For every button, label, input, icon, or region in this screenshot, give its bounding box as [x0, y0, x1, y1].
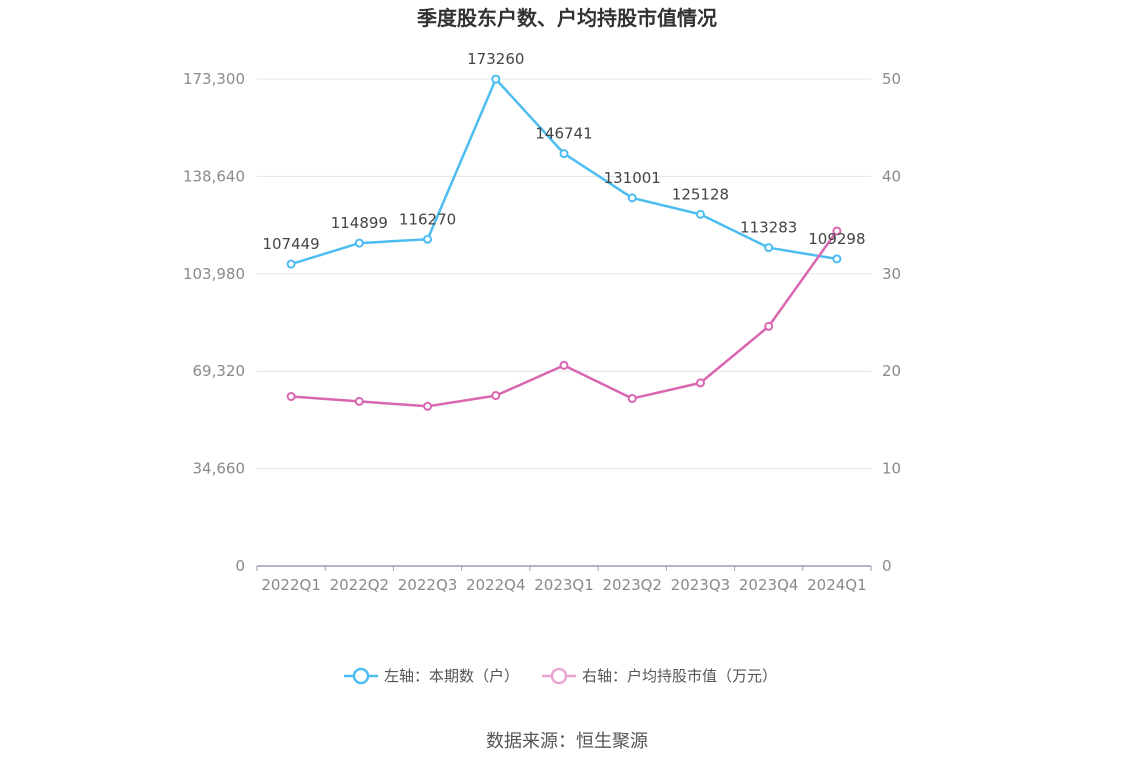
- data-point: [491, 74, 501, 84]
- legend-marker: [550, 667, 568, 685]
- x-axis-category-label: 2024Q1: [807, 576, 867, 594]
- x-axis-category-label: 2022Q4: [466, 576, 526, 594]
- chart-title: 季度股东户数、户均持股市值情况: [416, 6, 717, 30]
- left-axis-tick-label: 0: [235, 557, 245, 575]
- left-axis-tick-label: 34,660: [193, 460, 246, 478]
- data-point: [286, 259, 296, 269]
- data-point: [423, 234, 433, 244]
- data-label: 114899: [331, 214, 388, 232]
- data-label: 113283: [740, 219, 797, 237]
- data-point: [832, 254, 842, 264]
- data-point: [832, 226, 842, 236]
- data-label: 146741: [535, 125, 592, 143]
- grid-lines: [257, 78, 871, 470]
- right-axis-tick-label: 40: [882, 167, 901, 185]
- right-axis-tick-label: 50: [882, 70, 901, 88]
- x-axis-category-label: 2023Q4: [739, 576, 799, 594]
- x-axis-category-label: 2022Q2: [330, 576, 390, 594]
- data-point: [627, 193, 637, 203]
- data-point: [627, 393, 637, 403]
- data-point: [764, 243, 774, 253]
- left-axis-tick-label: 69,320: [193, 362, 246, 380]
- right-axis-tick-label: 10: [882, 460, 901, 478]
- x-axis-category-label: 2022Q3: [398, 576, 458, 594]
- legend-label: 左轴：本期数（户）: [384, 667, 519, 685]
- data-label: 173260: [467, 50, 524, 68]
- data-label: 107449: [262, 235, 319, 253]
- data-label: 116270: [399, 210, 456, 228]
- data-label: 109298: [808, 230, 865, 248]
- data-point: [423, 401, 433, 411]
- source-note: 数据来源：恒生聚源: [486, 731, 648, 752]
- data-point: [695, 209, 705, 219]
- right-axis-tick-label: 30: [882, 265, 901, 283]
- data-point: [559, 149, 569, 159]
- data-point: [695, 378, 705, 388]
- data-labels: 107449 114899 116270 173260 146741 131001 1251…: [262, 50, 865, 253]
- legend-marker: [352, 667, 370, 685]
- data-point: [764, 321, 774, 331]
- right-axis-tick-label: 20: [882, 362, 901, 380]
- series-line: [291, 230, 838, 408]
- x-axis-category-label: 2023Q2: [602, 576, 662, 594]
- data-point: [354, 238, 364, 248]
- x-axis-category-label: 2022Q1: [261, 576, 321, 594]
- right-axis-tick-label: 0: [882, 557, 892, 575]
- data-point: [491, 391, 501, 401]
- data-point: [354, 396, 364, 406]
- data-label: 125128: [672, 185, 729, 203]
- x-axis-category-label: 2023Q3: [671, 576, 731, 594]
- data-point: [286, 392, 296, 402]
- legend-label: 右轴：户均持股市值（万元）: [582, 667, 777, 685]
- left-axis-tick-label: 103,980: [183, 265, 245, 283]
- legend: 左轴：本期数（户） 右轴：户均持股市值（万元）: [344, 667, 777, 685]
- data-point: [559, 360, 569, 370]
- series-layer: [286, 74, 842, 411]
- x-axis-category-label: 2023Q1: [534, 576, 594, 594]
- left-axis-tick-label: 173,300: [183, 70, 245, 88]
- data-label: 131001: [604, 169, 661, 187]
- left-axis-tick-label: 138,640: [183, 167, 245, 185]
- axes: 0 34,660 69,320 103,980 138,640 173,300 0 10 20 3…: [183, 70, 901, 594]
